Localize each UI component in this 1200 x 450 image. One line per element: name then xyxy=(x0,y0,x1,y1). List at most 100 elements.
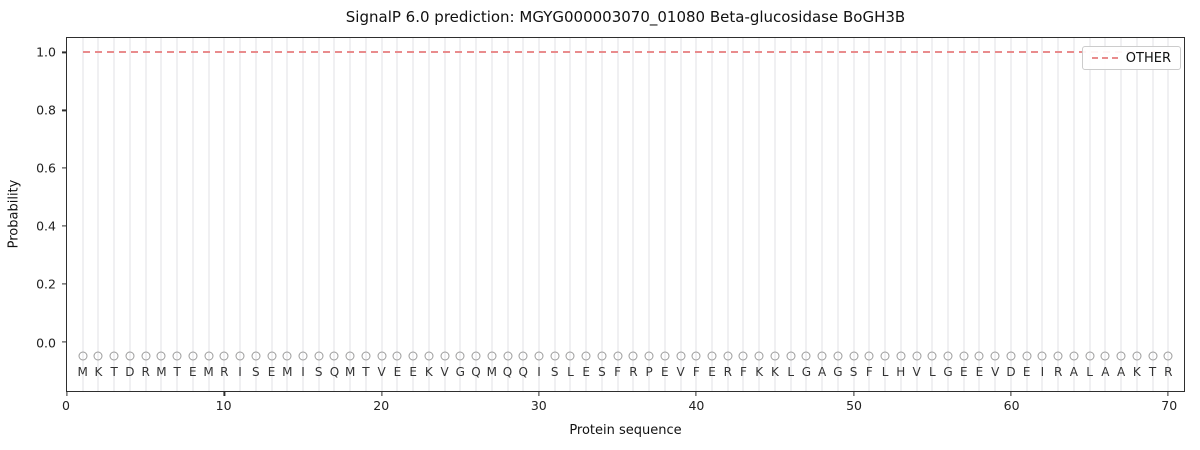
x-tick-label: 30 xyxy=(530,398,547,413)
gridline xyxy=(585,38,588,391)
residue-letter: D xyxy=(1006,365,1016,380)
y-tick-mark xyxy=(62,283,66,285)
residue-letter: E xyxy=(267,365,276,380)
gridline xyxy=(821,38,824,391)
residue-marker xyxy=(471,351,481,361)
residue-marker xyxy=(440,351,450,361)
residue-marker xyxy=(927,351,937,361)
gridline xyxy=(239,38,242,391)
residue-letter: L xyxy=(881,365,889,380)
residue-letter: R xyxy=(141,365,150,380)
residue-marker xyxy=(188,351,198,361)
chart-title: SignalP 6.0 prediction: MGYG000003070_01… xyxy=(345,8,906,26)
residue-marker xyxy=(503,351,512,361)
residue-marker xyxy=(550,351,560,361)
x-tick-mark xyxy=(1167,392,1169,396)
residue-marker xyxy=(801,351,811,361)
gridline xyxy=(380,38,383,391)
residue-letter: I xyxy=(301,365,305,380)
residue-letter: E xyxy=(409,365,417,380)
residue-letter: M xyxy=(203,365,214,380)
residue-letter: F xyxy=(740,365,747,380)
residue-letter: Q xyxy=(329,365,340,380)
gridline xyxy=(490,38,493,391)
residue-marker xyxy=(912,351,922,361)
gridline xyxy=(553,38,556,391)
residue-letter: K xyxy=(755,365,764,380)
residue-marker xyxy=(676,351,686,361)
residue-marker xyxy=(565,351,575,361)
residue-marker xyxy=(424,351,434,361)
residue-marker xyxy=(817,351,827,361)
residue-letter: R xyxy=(1164,365,1173,380)
residue-marker xyxy=(786,351,796,361)
y-tick-mark xyxy=(62,225,66,227)
residue-letter: G xyxy=(943,365,953,380)
residue-marker xyxy=(487,351,497,361)
gridline xyxy=(475,38,478,391)
gridline xyxy=(364,38,367,391)
residue-letter: V xyxy=(377,365,386,380)
gridline xyxy=(1041,38,1044,391)
residue-marker xyxy=(455,351,465,361)
gridline xyxy=(789,38,792,391)
gridline xyxy=(805,38,808,391)
x-tick-mark xyxy=(853,392,855,396)
residue-letter: A xyxy=(1101,365,1110,380)
residue-marker xyxy=(880,351,890,361)
residue-marker xyxy=(644,351,654,361)
gridline xyxy=(1104,38,1107,391)
residue-marker xyxy=(93,351,103,361)
legend-label: OTHER xyxy=(1125,50,1171,66)
residue-marker xyxy=(1100,351,1110,361)
y-tick-mark xyxy=(62,51,66,54)
gridline xyxy=(1167,38,1170,391)
gridline xyxy=(978,38,981,391)
gridline xyxy=(223,38,226,391)
residue-letter: T xyxy=(110,365,118,380)
x-tick-label: 40 xyxy=(688,398,705,413)
y-tick-label: 0.8 xyxy=(36,102,56,118)
x-axis-label: Protein sequence xyxy=(569,423,682,438)
residue-marker xyxy=(1132,351,1142,361)
residue-letter: L xyxy=(787,365,795,380)
residue-letter: G xyxy=(455,365,465,380)
residue-marker xyxy=(628,351,638,361)
gridline xyxy=(81,38,84,391)
gridline xyxy=(1072,38,1075,391)
residue-marker xyxy=(723,351,733,361)
residue-marker xyxy=(864,351,874,361)
gridline xyxy=(317,38,320,391)
residue-marker xyxy=(770,351,780,361)
residue-letter: D xyxy=(125,365,135,380)
y-tick-label: 0.4 xyxy=(36,218,56,234)
residue-marker xyxy=(377,351,387,361)
gridline xyxy=(412,38,415,391)
gridline xyxy=(1135,38,1138,391)
residue-letter: E xyxy=(1022,365,1031,380)
x-tick-label: 50 xyxy=(846,398,862,413)
gridline xyxy=(506,38,509,391)
residue-letter: S xyxy=(251,365,260,380)
residue-letter: T xyxy=(362,365,370,380)
residue-letter: A xyxy=(1116,365,1126,380)
residue-marker xyxy=(849,351,859,361)
residue-letter: L xyxy=(928,365,936,380)
residue-letter: Q xyxy=(471,365,481,380)
gridline xyxy=(994,38,997,391)
x-tick-label: 20 xyxy=(373,398,390,413)
gridline xyxy=(333,38,336,391)
gridline xyxy=(616,38,619,391)
gridline xyxy=(459,38,462,391)
residue-marker xyxy=(1053,351,1063,361)
residue-marker xyxy=(1022,351,1032,361)
gridline xyxy=(648,38,651,391)
residue-marker xyxy=(613,351,623,361)
residue-letter: E xyxy=(959,365,968,380)
gridline xyxy=(160,38,163,391)
residue-marker xyxy=(738,351,748,361)
x-tick-label: 60 xyxy=(1003,398,1020,413)
residue-marker xyxy=(1085,351,1095,361)
residue-letter: R xyxy=(629,365,638,380)
gridline xyxy=(899,38,902,391)
